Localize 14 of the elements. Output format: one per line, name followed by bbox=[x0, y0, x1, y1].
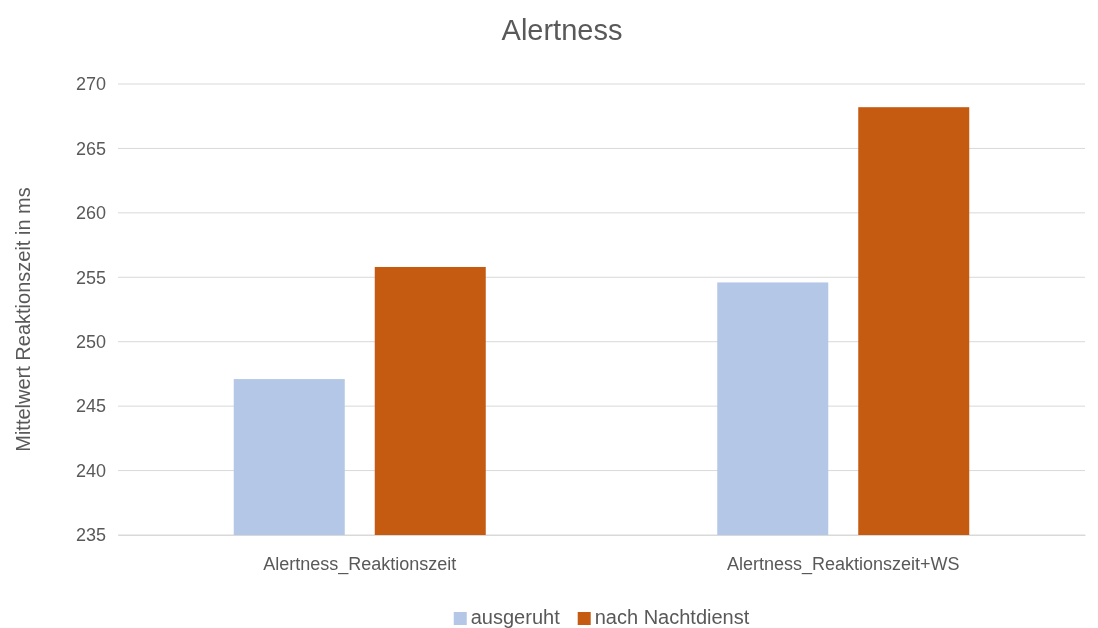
y-tick-label: 250 bbox=[75, 331, 106, 352]
y-tick-label: 235 bbox=[75, 525, 106, 546]
y-tick-label: 265 bbox=[75, 138, 106, 159]
legend-label: nach Nachtdienst bbox=[594, 606, 750, 628]
y-tick-label: 240 bbox=[75, 460, 106, 481]
x-tick-label: Alertness_Reaktionszeit bbox=[263, 553, 457, 575]
x-tick-label: Alertness_Reaktionszeit+WS bbox=[726, 553, 960, 575]
y-tick-label: 245 bbox=[75, 396, 106, 417]
y-tick-label: 255 bbox=[75, 267, 106, 288]
y-tick-label: 260 bbox=[75, 203, 106, 224]
y-tick-label: 270 bbox=[75, 74, 106, 95]
y-axis-title: Mittelwert Reaktionszeit in ms bbox=[12, 187, 34, 452]
legend-label: ausgeruht bbox=[470, 606, 561, 628]
chart-title: Alertness bbox=[501, 14, 623, 46]
